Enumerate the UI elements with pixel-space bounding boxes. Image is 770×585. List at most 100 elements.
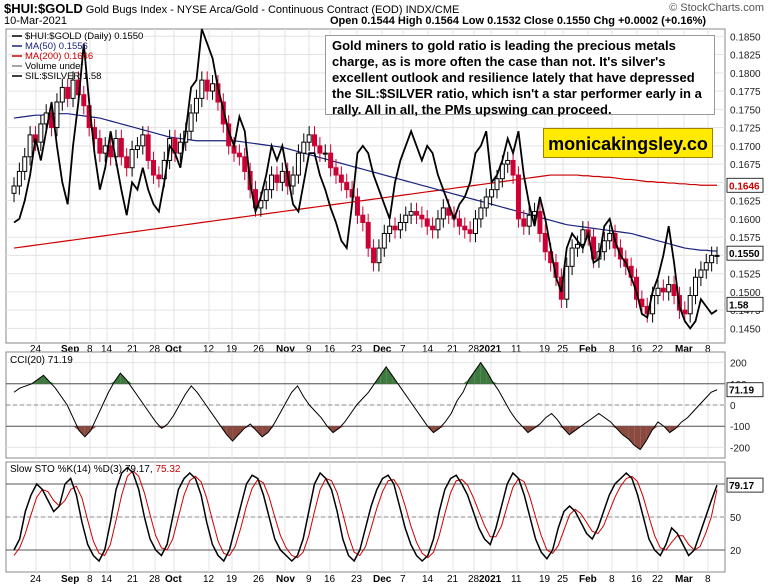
description: Gold Bugs Index - NYSE Arca/Gold - Conti… bbox=[85, 4, 403, 16]
candle-body bbox=[118, 138, 124, 158]
y-tick-label: 0.1700 bbox=[730, 142, 761, 153]
cci-oversold-fill bbox=[250, 426, 257, 431]
candle-body bbox=[145, 134, 151, 161]
brand-label: monicakingsley.co bbox=[543, 128, 713, 158]
candle-body bbox=[473, 218, 479, 234]
cci-oversold-fill bbox=[78, 426, 85, 437]
candle-body bbox=[430, 225, 436, 231]
cci-legend: CCI(20) 71.19 bbox=[10, 355, 73, 366]
cci-overbought-fill bbox=[120, 373, 127, 384]
x-tick-label: Nov bbox=[276, 344, 295, 355]
y-tick-label: 0.1575 bbox=[730, 233, 761, 244]
candle-body bbox=[408, 211, 414, 216]
candle-body bbox=[322, 152, 328, 155]
ohlc-readout: Open 0.1544 High 0.1564 Low 0.1532 Close… bbox=[330, 15, 707, 27]
x-tick-label-bottom: 9 bbox=[306, 574, 312, 585]
candle-body bbox=[698, 269, 704, 278]
candle-body bbox=[333, 167, 339, 176]
candle-body bbox=[263, 189, 269, 202]
x-tick-label-bottom: 16 bbox=[631, 574, 643, 585]
x-tick-label: 21 bbox=[127, 344, 139, 355]
candle-body bbox=[666, 284, 672, 293]
x-tick-label-bottom: 7 bbox=[400, 574, 406, 585]
candle-body bbox=[156, 174, 162, 180]
x-tick-label: 2021 bbox=[479, 344, 502, 355]
x-tick-label-bottom: Oct bbox=[165, 574, 182, 585]
y-tick-label: 0.1600 bbox=[730, 215, 761, 226]
x-tick-label-bottom: 23 bbox=[351, 574, 363, 585]
candle-body bbox=[424, 218, 430, 227]
candle-body bbox=[295, 152, 301, 176]
cci-overbought-fill bbox=[126, 379, 133, 384]
candle-body bbox=[483, 196, 489, 209]
x-tick-label: 28 bbox=[149, 344, 161, 355]
candle-body bbox=[124, 156, 130, 169]
y-tick-label: 0.1625 bbox=[730, 197, 761, 208]
x-tick-label: 22 bbox=[652, 344, 664, 355]
x-tick-label-bottom: 24 bbox=[30, 574, 42, 585]
cci-oversold-fill bbox=[256, 426, 263, 437]
cci-value-label: 71.19 bbox=[729, 386, 754, 397]
candle-body bbox=[210, 83, 216, 92]
candle-body bbox=[467, 229, 473, 234]
x-tick-label-bottom: 21 bbox=[447, 574, 459, 585]
candle-body bbox=[489, 189, 495, 198]
y-tick-label: 0 bbox=[730, 401, 736, 412]
x-tick-label: 24 bbox=[30, 344, 42, 355]
close-value-label-box bbox=[726, 245, 764, 261]
symbol: $HUI:$GOLD bbox=[4, 1, 83, 16]
exchange: INDX/CME bbox=[405, 4, 460, 16]
x-tick-label: 28 bbox=[468, 344, 480, 355]
sil-silver-line bbox=[13, 28, 718, 330]
candle-body bbox=[660, 287, 666, 293]
x-tick-label-bottom: Feb bbox=[579, 574, 597, 585]
candle-body bbox=[306, 134, 312, 143]
x-tick-label-bottom: 26 bbox=[253, 574, 265, 585]
y-tick-label: 0.1800 bbox=[730, 69, 761, 80]
candle-body bbox=[54, 101, 60, 129]
cci-oversold-fill bbox=[569, 426, 576, 435]
x-tick-label-bottom: 2021 bbox=[479, 574, 502, 585]
candle-body bbox=[515, 174, 521, 220]
candle-body bbox=[371, 247, 377, 264]
cci-oversold-fill bbox=[628, 426, 635, 446]
candle-body bbox=[204, 79, 210, 92]
cci-oversold-fill bbox=[226, 426, 233, 442]
candle-body bbox=[569, 247, 575, 267]
cci-line bbox=[13, 361, 718, 451]
candle-body bbox=[526, 214, 532, 227]
candle-body bbox=[574, 243, 580, 249]
candle-body bbox=[537, 211, 543, 234]
candle-body bbox=[440, 207, 446, 220]
candle-body bbox=[392, 225, 398, 231]
y-tick-label: 0.1825 bbox=[730, 51, 761, 62]
candle-body bbox=[376, 247, 382, 264]
candle-body bbox=[419, 214, 425, 220]
cci-oversold-fill bbox=[84, 426, 91, 437]
close-value-label: 0.1550 bbox=[729, 249, 760, 260]
cci-overbought-fill bbox=[37, 375, 44, 384]
x-tick-label-bottom: 28 bbox=[149, 574, 161, 585]
ma200-value-label: 0.1646 bbox=[729, 181, 760, 192]
x-tick-label: 23 bbox=[351, 344, 363, 355]
x-tick-label-bottom: 25 bbox=[557, 574, 569, 585]
candle-body bbox=[655, 287, 661, 297]
x-tick-label-bottom: 19 bbox=[539, 574, 551, 585]
cci-overbought-fill bbox=[386, 366, 393, 384]
cci-oversold-fill bbox=[634, 426, 641, 450]
candle-body bbox=[365, 222, 371, 249]
x-tick-label: 14 bbox=[101, 344, 113, 355]
candle-body bbox=[510, 159, 516, 176]
cci-oversold-fill bbox=[268, 426, 274, 433]
candle-body bbox=[714, 254, 720, 257]
candle-body bbox=[671, 284, 677, 297]
x-tick-label: 21 bbox=[447, 344, 459, 355]
candle-body bbox=[177, 141, 183, 154]
cci-oversold-fill bbox=[640, 426, 647, 450]
x-tick-label: 14 bbox=[422, 344, 434, 355]
candle-body bbox=[59, 86, 65, 103]
candle-body bbox=[435, 218, 441, 231]
candle-body bbox=[403, 214, 409, 224]
candle-body bbox=[108, 145, 114, 158]
